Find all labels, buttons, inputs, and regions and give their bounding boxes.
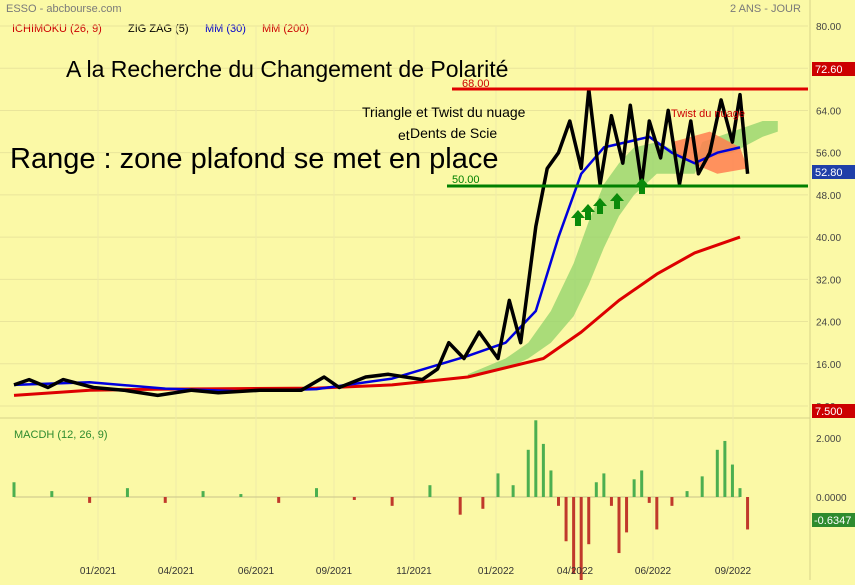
resistance-label: 68.00 xyxy=(462,78,490,90)
annotation-range: Range : zone plafond se met en place xyxy=(10,143,499,175)
macd-bar xyxy=(609,497,613,506)
macd-bar xyxy=(670,497,674,506)
buy-arrow-icon xyxy=(581,204,595,220)
x-tick-label: 09/2021 xyxy=(316,566,353,577)
badge-macd-last: -0.6347 xyxy=(814,515,851,527)
macd-bar xyxy=(277,497,281,503)
macd-bar xyxy=(201,491,205,497)
macd-bar xyxy=(685,491,689,497)
badge-macd-top: 7.500 xyxy=(815,406,843,418)
macd-bar xyxy=(481,497,485,509)
macd-bar xyxy=(655,497,659,530)
macd-bar xyxy=(541,443,545,497)
macd-bar xyxy=(390,497,394,506)
macd-bar xyxy=(12,482,16,497)
x-tick-label: 06/2021 xyxy=(238,566,275,577)
buy-arrow-icon xyxy=(571,210,585,226)
header-source: ESSO - abcbourse.com xyxy=(6,3,122,15)
macd-bar xyxy=(632,479,636,497)
macd-bar xyxy=(746,497,750,530)
buy-arrow-icon xyxy=(635,178,649,194)
y-tick-label: 32.00 xyxy=(816,275,841,286)
macd-bar xyxy=(352,497,356,500)
macd-bar xyxy=(557,497,560,506)
macd-bar xyxy=(730,464,734,497)
legend-mm200: MM (200) xyxy=(262,23,309,35)
annotation-et: et xyxy=(398,127,410,143)
legend-mm30: MM (30) xyxy=(205,23,246,35)
x-tick-label: 06/2022 xyxy=(635,566,672,577)
macd-bar xyxy=(50,491,54,497)
macd-bar xyxy=(511,485,515,497)
macd-bar xyxy=(647,497,651,503)
badge-resistance: 72.60 xyxy=(815,64,843,76)
macd-bar xyxy=(572,497,576,574)
annotation-triangle: Triangle et Twist du nuage xyxy=(362,104,526,120)
y-tick-label: 64.00 xyxy=(816,106,841,117)
x-tick-label: 01/2022 xyxy=(478,566,515,577)
macd-bar xyxy=(239,494,243,497)
badge-last-bg xyxy=(812,165,855,179)
macd-y-tick-label: 0.0000 xyxy=(816,493,847,504)
macd-bar xyxy=(428,485,432,497)
macd-bar xyxy=(88,497,92,503)
macd-bar xyxy=(315,488,318,497)
y-tick-label: 48.00 xyxy=(816,191,841,202)
macd-bar xyxy=(163,497,167,503)
macd-histogram xyxy=(12,420,750,585)
y-tick-label: 80.00 xyxy=(816,22,841,33)
cloud-bull-area xyxy=(467,121,778,377)
macd-bar xyxy=(617,497,621,554)
macd-bar xyxy=(549,470,553,497)
y-tick-label: 40.00 xyxy=(816,233,841,244)
macd-bar xyxy=(640,470,644,497)
macd-bar xyxy=(458,497,462,515)
legend-ichimoku: ICHIMOKU (26, 9) xyxy=(12,23,102,35)
macd-bar xyxy=(534,420,538,497)
x-axis: 01/2021 04/2021 06/2021 09/2021 11/2021 01/20… xyxy=(80,566,752,577)
series-lines xyxy=(13,87,750,398)
badge-macd-top-bg xyxy=(812,404,855,418)
zigzag-line xyxy=(13,87,750,398)
macd-bar xyxy=(496,473,500,497)
macd-bar xyxy=(125,488,129,497)
legend-zigzag: ZIG ZAG (5) xyxy=(128,23,189,35)
badge-resistance-bg xyxy=(812,62,855,76)
x-tick-label: 04/2022 xyxy=(557,566,594,577)
annotation-dents: Dents de Scie xyxy=(410,125,497,141)
macd-bar xyxy=(587,497,591,545)
macd-label: MACDH (12, 26, 9) xyxy=(14,429,108,441)
y-tick-label: 56.00 xyxy=(816,149,841,160)
buy-arrows xyxy=(571,178,649,226)
grid-layer xyxy=(0,25,808,560)
macd-bar xyxy=(526,449,530,497)
macd-bar xyxy=(564,497,568,542)
macd-bar xyxy=(738,488,742,497)
macd-bar xyxy=(594,482,598,497)
macd-y-tick-label: 2.000 xyxy=(816,434,841,445)
macd-bar xyxy=(715,449,719,497)
annotation-title: A la Recherche du Changement de Polarité xyxy=(66,56,508,82)
badge-last-price: 52.80 xyxy=(815,167,843,179)
macd-bar xyxy=(602,473,606,497)
x-tick-label: 04/2021 xyxy=(158,566,195,577)
macd-bar xyxy=(700,476,704,497)
macd-bar xyxy=(723,440,727,497)
macd-bar xyxy=(625,497,629,533)
support-label: 50.00 xyxy=(452,174,480,186)
annotation-twist: Twist du nuage xyxy=(671,108,745,120)
y-tick-label: 16.00 xyxy=(816,360,841,371)
y-tick-label: 24.00 xyxy=(816,318,841,329)
buy-arrow-icon xyxy=(593,198,607,214)
x-tick-label: 01/2021 xyxy=(80,566,117,577)
header-period: 2 ANS - JOUR xyxy=(730,3,801,15)
x-tick-label: 11/2021 xyxy=(396,566,432,577)
buy-arrow-icon xyxy=(610,193,624,209)
x-tick-label: 09/2022 xyxy=(715,566,752,577)
macd-bar xyxy=(579,497,583,585)
badge-macd-last-bg xyxy=(812,513,855,527)
